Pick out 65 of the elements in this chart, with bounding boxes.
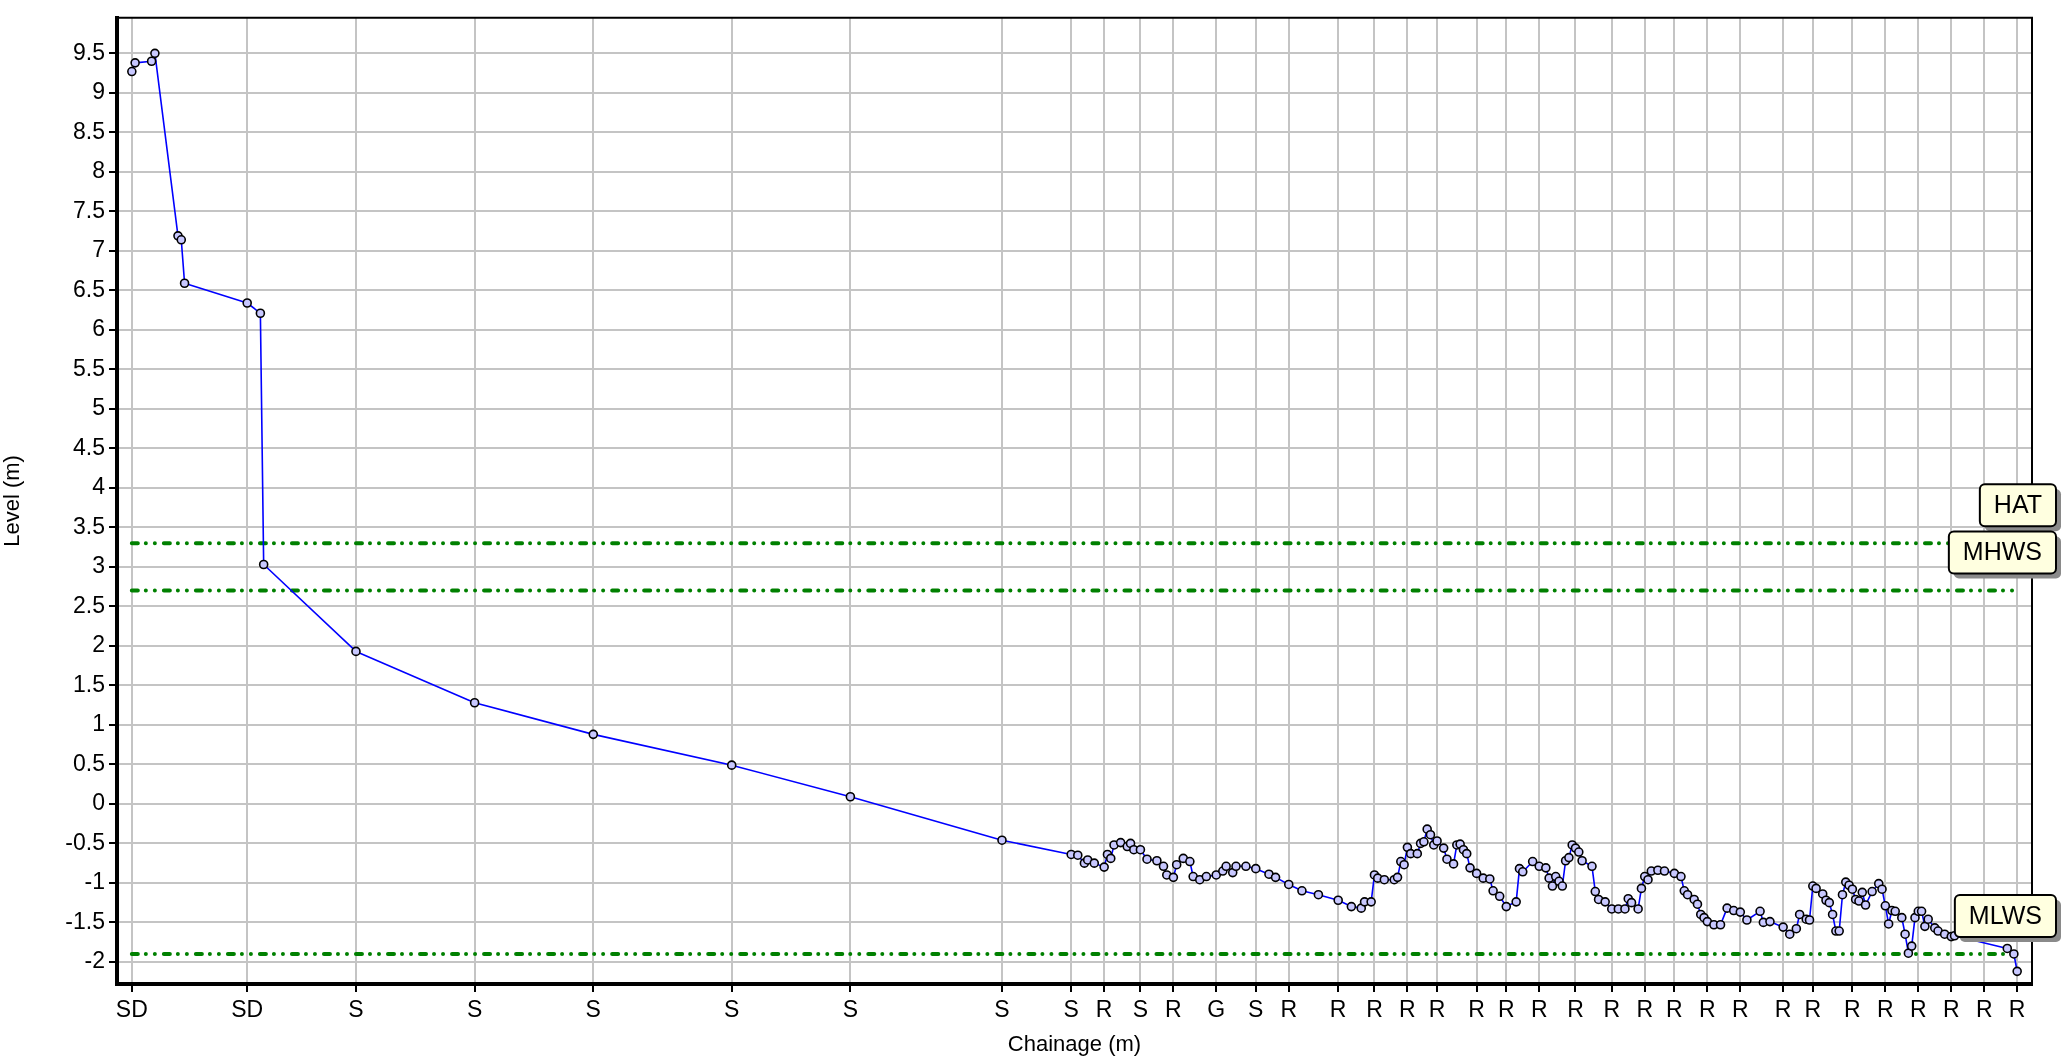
x-tick-label: R (1530, 996, 1548, 1023)
y-tick-label: 9.5 (73, 38, 105, 65)
x-tick-label: R (1666, 996, 1683, 1023)
x-tick-label: R (1844, 996, 1861, 1023)
x-tick-label: G (1207, 996, 1226, 1023)
x-tick-label: S (466, 996, 483, 1023)
x-tick-label: R (1399, 996, 1416, 1023)
x-tick-label: R (1428, 996, 1446, 1023)
x-tick-label: R (1497, 996, 1515, 1023)
x-tick-label: S (585, 996, 601, 1023)
x-tick-label: R (1567, 996, 1584, 1023)
x-tick-label: R (1603, 996, 1621, 1023)
x-tick-label: R (1731, 996, 1749, 1023)
x-tick-label: R (1699, 996, 1716, 1023)
x-tick-label: S (994, 996, 1010, 1023)
x-tick-label: SD (115, 996, 148, 1023)
x-tick-label: R (1975, 996, 1993, 1023)
x-tick-label: R (1468, 996, 1485, 1023)
y-tick-label: -1.5 (65, 907, 105, 934)
y-tick-label: 0.5 (73, 749, 105, 776)
x-tick-label: S (1063, 996, 1079, 1023)
y-tick-label: 6.5 (73, 275, 105, 302)
x-tick-label: R (1165, 996, 1182, 1023)
y-axis-title: Level (m) (0, 455, 25, 547)
y-tick-label: 2.5 (73, 591, 105, 618)
y-tick-label: -1 (84, 868, 105, 895)
x-tick-label: R (1804, 996, 1822, 1023)
x-tick-label: R (1909, 996, 1927, 1023)
x-tick-label: R (1366, 996, 1383, 1023)
y-tick-label: 7 (92, 236, 105, 263)
y-tick-label: 6 (92, 315, 105, 342)
y-tick-label: 8 (92, 157, 105, 184)
x-tick-label: S (348, 996, 364, 1023)
y-tick-label: 3 (92, 552, 105, 579)
ref-line-label: MHWS (1962, 537, 2042, 566)
x-axis-title: Chainage (m) (1007, 1030, 1142, 1056)
y-tick-label: 5 (92, 394, 105, 421)
y-tick-label: 8.5 (73, 117, 105, 144)
x-tick-label: S (842, 996, 859, 1023)
ref-line-label: HAT (1993, 490, 2043, 519)
x-tick-label: R (2008, 996, 2026, 1023)
y-tick-label: 9 (92, 78, 105, 105)
y-tick-label: -0.5 (65, 828, 105, 855)
x-tick-label: R (1280, 996, 1298, 1023)
x-tick-label: R (1329, 996, 1347, 1023)
x-tick-label: S (724, 996, 740, 1023)
y-tick-label: 3.5 (73, 512, 105, 539)
x-tick-label: R (1095, 996, 1113, 1023)
y-tick-label: 7.5 (73, 196, 105, 223)
x-tick-label: S (1132, 996, 1149, 1023)
y-tick-label: 4 (92, 473, 106, 500)
x-tick-label: S (1248, 996, 1264, 1023)
y-tick-label: 1 (92, 710, 105, 737)
y-tick-label: 1.5 (73, 670, 105, 697)
x-tick-label: SD (231, 996, 264, 1023)
ref-line-label: MLWS (1968, 900, 2043, 929)
x-tick-label: R (1877, 996, 1894, 1023)
y-tick-label: 5.5 (73, 354, 105, 381)
x-tick-label: R (1774, 996, 1792, 1023)
x-tick-label: R (1636, 996, 1654, 1023)
y-tick-label: 0 (92, 789, 105, 816)
x-tick-label: R (1942, 996, 1960, 1023)
y-tick-label: 2 (92, 631, 105, 658)
y-tick-label: 4.5 (73, 433, 105, 460)
y-tick-label: -2 (84, 947, 105, 974)
